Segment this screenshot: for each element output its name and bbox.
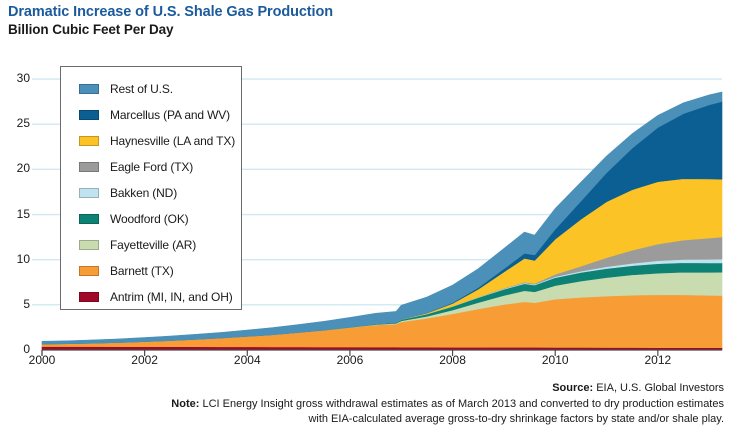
- legend-item-label: Fayetteville (AR): [110, 238, 197, 252]
- x-axis-tick-label: 2008: [439, 353, 466, 367]
- legend-item[interactable]: Marcellus (PA and WV): [61, 102, 241, 128]
- note-line: Note: LCI Energy Insight gross withdrawa…: [0, 397, 724, 428]
- legend-item[interactable]: Eagle Ford (TX): [61, 154, 241, 180]
- x-axis-tick-label: 2012: [644, 353, 672, 367]
- chart-footnotes: Source: EIA, U.S. Global Investors Note:…: [0, 381, 724, 428]
- note-text: LCI Energy Insight gross withdrawal esti…: [199, 397, 724, 426]
- y-axis-tick-label: 5: [23, 296, 30, 311]
- x-axis-tick-label: 2002: [131, 353, 158, 367]
- legend-item-label: Bakken (ND): [110, 186, 178, 200]
- legend-item-label: Antrim (MI, IN, and OH): [110, 290, 233, 304]
- legend-swatch-icon: [79, 136, 99, 146]
- plot-area: 0 5 10 15 20 25 30 2000 2002 2004 2006 2008 2010 201…: [16, 71, 723, 367]
- legend-item-label: Haynesville (LA and TX): [110, 134, 236, 148]
- legend-swatch-icon: [79, 240, 99, 250]
- x-axis-tick-label: 2006: [336, 353, 364, 367]
- y-axis-tick-label: 0: [23, 342, 30, 356]
- area-series: [41, 91, 723, 345]
- y-axis-tick-label: 10: [16, 251, 30, 266]
- legend-item[interactable]: Woodford (OK): [61, 206, 241, 232]
- legend-swatch-icon: [79, 214, 99, 224]
- page-title: Dramatic Increase of U.S. Shale Gas Prod…: [8, 4, 333, 20]
- legend-item-label: Eagle Ford (TX): [110, 160, 194, 174]
- source-label: Source:: [552, 382, 594, 394]
- legend-swatch-icon: [79, 84, 99, 94]
- y-axis-tick-label: 20: [16, 161, 30, 176]
- stacked-area-chart: [32, 78, 723, 356]
- chart-subtitle: Billion Cubic Feet Per Day: [8, 22, 174, 37]
- y-axis-tick-label: 30: [16, 71, 30, 86]
- legend-item-label: Rest of U.S.: [110, 82, 173, 96]
- y-axis-tick-label: 15: [16, 206, 30, 221]
- legend-item-label: Barnett (TX): [110, 264, 174, 278]
- note-label: Note:: [171, 397, 200, 410]
- legend-item[interactable]: Haynesville (LA and TX): [61, 128, 241, 154]
- source-line: Source: EIA, U.S. Global Investors: [0, 381, 724, 397]
- legend-item[interactable]: Rest of U.S.: [61, 76, 241, 102]
- legend-item[interactable]: Barnett (TX): [61, 258, 241, 284]
- x-axis-tick-label: 2000: [28, 353, 56, 367]
- legend-swatch-icon: [79, 110, 99, 120]
- legend-swatch-icon: [79, 292, 99, 302]
- x-axis-tick-label: 2004: [233, 353, 261, 367]
- legend-item-label: Marcellus (PA and WV): [110, 108, 230, 122]
- legend-swatch-icon: [79, 162, 99, 172]
- legend-item[interactable]: Bakken (ND): [61, 180, 241, 206]
- y-axis-tick-label: 25: [16, 116, 30, 131]
- legend-item-label: Woodford (OK): [110, 212, 189, 226]
- legend-swatch-icon: [79, 188, 99, 198]
- legend-item[interactable]: Antrim (MI, IN, and OH): [61, 284, 241, 310]
- x-axis-tick-label: 2010: [541, 353, 569, 367]
- source-text: EIA, U.S. Global Investors: [593, 382, 724, 394]
- legend-swatch-icon: [79, 266, 99, 276]
- legend-item[interactable]: Fayetteville (AR): [61, 232, 241, 258]
- chart-legend: Rest of U.S. Marcellus (PA and WV) Haynesv…: [60, 66, 242, 310]
